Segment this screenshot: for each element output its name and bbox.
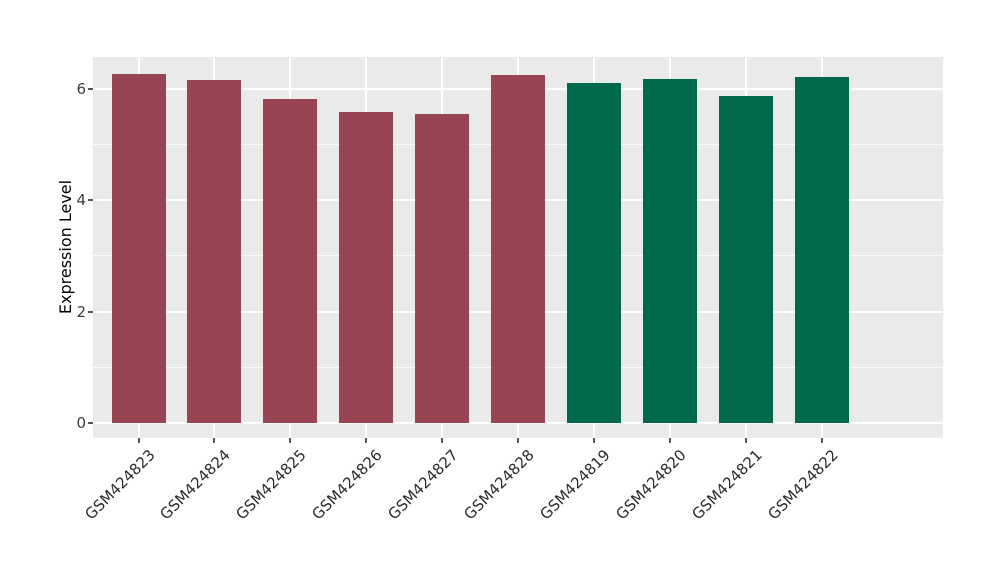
x-tick-label: GSM424821 [688, 446, 766, 524]
x-tick-label: GSM424825 [232, 446, 311, 524]
x-tick-mark [213, 438, 216, 443]
bar [642, 79, 697, 423]
y-tick-label: 2 [76, 302, 86, 321]
x-tick-mark [592, 438, 595, 443]
x-tick-mark [744, 438, 747, 443]
x-tick-label: GSM424827 [384, 446, 462, 524]
bar [111, 74, 166, 423]
x-tick-label: GSM424823 [80, 446, 159, 524]
y-tick-mark [88, 87, 93, 90]
bar [263, 99, 318, 423]
bar [339, 112, 394, 423]
x-tick-mark [668, 438, 671, 443]
y-tick-mark [88, 199, 93, 202]
x-tick-label: GSM424826 [308, 446, 386, 524]
x-tick-label: GSM424819 [536, 446, 614, 524]
y-tick-mark [88, 310, 93, 313]
x-tick-mark [820, 438, 823, 443]
x-tick-mark [289, 438, 292, 443]
x-tick-label: GSM424820 [612, 446, 690, 524]
bar [566, 83, 621, 423]
plot-panel [93, 57, 943, 438]
bar [794, 77, 849, 423]
x-tick-mark [517, 438, 519, 443]
y-tick-label: 0 [76, 414, 86, 432]
bar [415, 113, 470, 423]
y-tick-label: 6 [76, 79, 86, 98]
x-tick-mark [441, 438, 444, 443]
x-tick-label: GSM424822 [763, 446, 842, 524]
x-tick-mark [137, 438, 140, 443]
x-tick-mark [365, 438, 368, 443]
bar [491, 75, 545, 423]
y-tick-label: 4 [76, 191, 86, 210]
x-tick-label: GSM424824 [156, 446, 235, 524]
x-tick-label: GSM424828 [460, 446, 538, 524]
grid-line-major [93, 422, 943, 424]
bar [187, 80, 242, 423]
bar [718, 96, 773, 423]
y-tick-mark [88, 422, 93, 424]
